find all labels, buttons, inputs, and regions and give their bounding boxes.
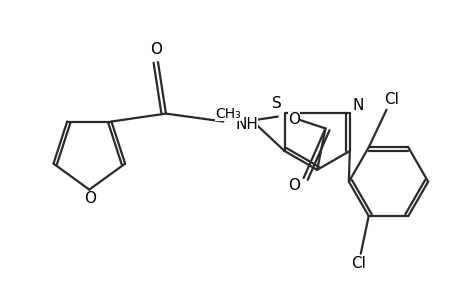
Text: O: O xyxy=(84,191,96,206)
Text: N: N xyxy=(351,98,363,113)
Text: NH: NH xyxy=(235,117,257,132)
Text: O: O xyxy=(287,112,299,127)
Text: O: O xyxy=(150,42,162,57)
Text: Cl: Cl xyxy=(383,92,398,107)
Text: S: S xyxy=(271,96,281,111)
Text: CH₃: CH₃ xyxy=(215,107,241,121)
Text: O: O xyxy=(287,178,299,194)
Text: Cl: Cl xyxy=(351,256,365,271)
